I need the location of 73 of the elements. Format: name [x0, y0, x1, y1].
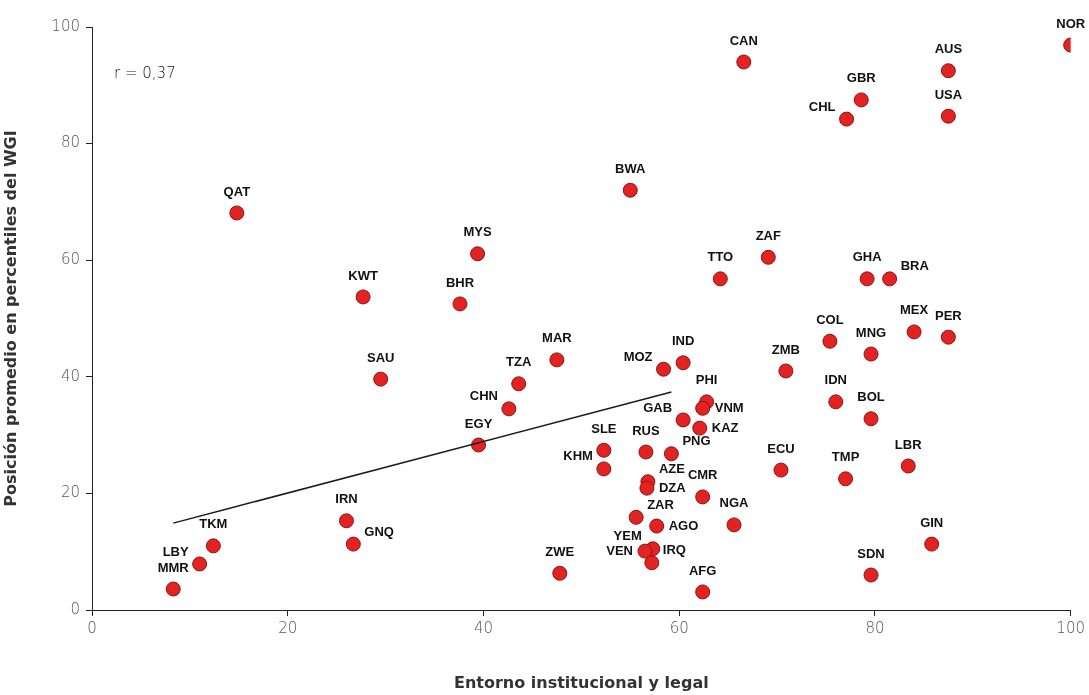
annotation: CHN [469, 388, 498, 404]
annotation: SLE [591, 420, 617, 436]
annotation: MAR [542, 330, 573, 346]
annotation: EGY [464, 415, 493, 431]
annotation: CHL [808, 98, 836, 114]
annotation: ZAR [647, 496, 675, 512]
annotation: GAB [643, 399, 673, 415]
annotation: RUS [632, 422, 660, 438]
annotation: DZA [658, 479, 687, 495]
annotation: PNG [682, 433, 711, 449]
annotation: QAT [223, 183, 251, 199]
annotation: AZE [658, 461, 686, 477]
annotation: TTO [707, 249, 734, 265]
x-tick-label: 40 [473, 618, 494, 637]
annotation: SDN [857, 545, 885, 561]
annotation: KHM [563, 448, 593, 464]
annotation: VNM [714, 399, 744, 415]
y-tick-label: 80 [60, 133, 80, 152]
annotation: NOR [1056, 15, 1086, 31]
x-tick-label: 0 [87, 618, 97, 637]
annotation: BOL [857, 389, 885, 405]
annotation: GHA [852, 249, 883, 265]
annotation: KAZ [711, 419, 739, 435]
annotation: PHI [695, 372, 718, 388]
annotation: ZWE [545, 543, 575, 559]
annotation: r = 0,37 [114, 63, 176, 82]
annotation: GNQ [364, 523, 394, 539]
x-axis-title: Entorno institucional y legal [454, 672, 709, 692]
annotation: LBY [162, 543, 189, 559]
x-tick-label: 60 [669, 618, 689, 637]
annotation: CAN [729, 32, 758, 48]
annotation: GIN [920, 514, 944, 530]
annotation: LBR [894, 436, 923, 452]
annotation: BWA [615, 160, 647, 176]
annotation: PER [934, 307, 963, 323]
annotation: TKM [199, 516, 228, 532]
annotation: IDN [824, 372, 847, 388]
annotation: ECU [767, 440, 795, 456]
x-tick-label: 80 [865, 618, 885, 637]
annotation: IRN [335, 491, 358, 507]
y-tick-label: 0 [70, 599, 80, 618]
x-tick-label: 20 [278, 618, 298, 637]
annotation: MNG [855, 324, 887, 340]
annotation: AFG [688, 562, 717, 578]
annotation: SAU [366, 349, 395, 365]
annotation: AGO [668, 517, 699, 533]
annotation: IRQ [662, 542, 686, 558]
y-tick-label: 20 [60, 483, 80, 502]
annotation: NGA [719, 495, 750, 511]
annotation: VEN [606, 542, 633, 558]
annotation: KWT [348, 267, 378, 283]
annotation: IND [671, 333, 695, 349]
annotation: BRA [900, 258, 930, 274]
annotation: ZAF [755, 227, 781, 243]
annotation: MYS [463, 224, 493, 240]
annotation: MOZ [623, 348, 653, 364]
y-tick-label: 100 [51, 16, 80, 35]
y-tick-label: 60 [60, 250, 80, 269]
annotation: AUS [934, 41, 963, 57]
annotation: MEX [900, 302, 929, 318]
annotation: YEM [613, 528, 642, 544]
annotation: ZMB [771, 341, 800, 357]
y-tick-label: 40 [60, 366, 80, 385]
annotation: TZA [506, 354, 532, 370]
y-axis-title: Posición promedio en percentiles del WGI [0, 130, 20, 507]
x-tick-label: 100 [1056, 618, 1086, 637]
annotation: COL [816, 311, 844, 327]
annotation: MMR [157, 559, 190, 575]
annotation: GBR [846, 70, 877, 86]
annotation: TMP [831, 449, 860, 465]
annotation: CMR [687, 467, 719, 483]
annotation: BHR [445, 274, 475, 290]
annotation: USA [934, 86, 963, 102]
